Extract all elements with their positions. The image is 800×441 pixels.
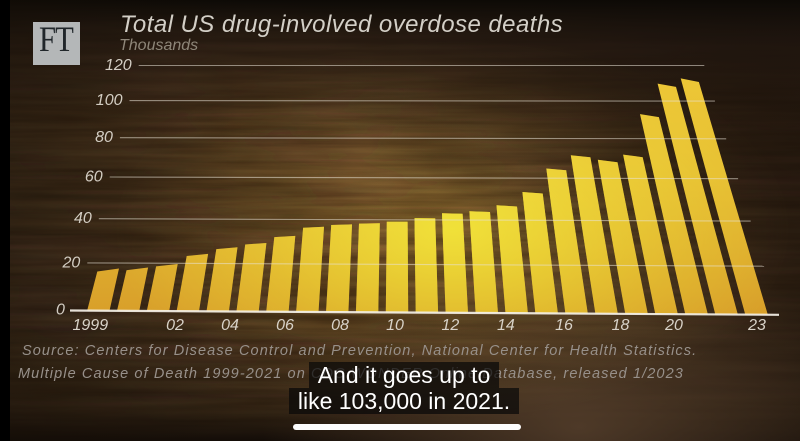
- svg-text:120: 120: [105, 57, 132, 74]
- svg-text:20: 20: [664, 317, 683, 334]
- svg-text:18: 18: [612, 317, 630, 334]
- svg-text:23: 23: [747, 317, 766, 334]
- svg-text:16: 16: [555, 317, 573, 334]
- svg-text:10: 10: [386, 317, 404, 334]
- svg-text:100: 100: [96, 92, 123, 109]
- svg-text:60: 60: [85, 169, 103, 186]
- svg-text:1999: 1999: [73, 317, 109, 334]
- svg-text:20: 20: [62, 254, 81, 271]
- svg-text:40: 40: [74, 210, 92, 227]
- svg-text:0: 0: [56, 302, 65, 319]
- svg-text:06: 06: [276, 317, 294, 334]
- svg-text:08: 08: [331, 317, 349, 334]
- svg-text:04: 04: [221, 317, 239, 334]
- svg-text:14: 14: [497, 317, 515, 334]
- svg-text:12: 12: [442, 317, 460, 334]
- svg-text:02: 02: [166, 317, 184, 334]
- svg-text:80: 80: [95, 129, 113, 146]
